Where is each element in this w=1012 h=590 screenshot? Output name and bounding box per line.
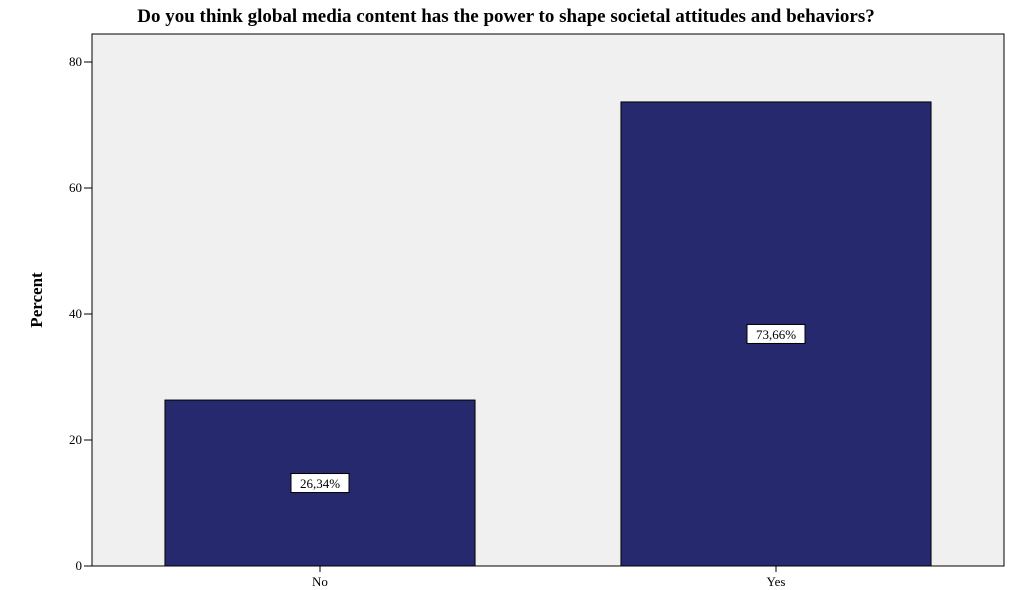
y-tick-label: 0 xyxy=(76,558,83,573)
data-label-box xyxy=(746,323,806,344)
x-tick-label: Yes xyxy=(767,574,786,589)
y-tick-label: 40 xyxy=(69,306,82,321)
bars: 26,34% 73,66% xyxy=(164,101,932,567)
x-tick-label: No xyxy=(312,574,328,589)
data-label-box xyxy=(290,473,350,494)
y-tick-label: 60 xyxy=(69,180,82,195)
y-tick-label: 80 xyxy=(69,54,82,69)
x-axis: No Yes xyxy=(312,566,785,589)
y-axis-label: Percent xyxy=(27,272,46,328)
data-label: 26,34% xyxy=(300,476,340,491)
y-tick-label: 20 xyxy=(69,432,82,447)
chart-title: Do you think global media content has th… xyxy=(137,6,875,27)
data-label: 73,66% xyxy=(756,327,796,342)
y-axis: 0 20 40 60 80 xyxy=(69,54,92,573)
